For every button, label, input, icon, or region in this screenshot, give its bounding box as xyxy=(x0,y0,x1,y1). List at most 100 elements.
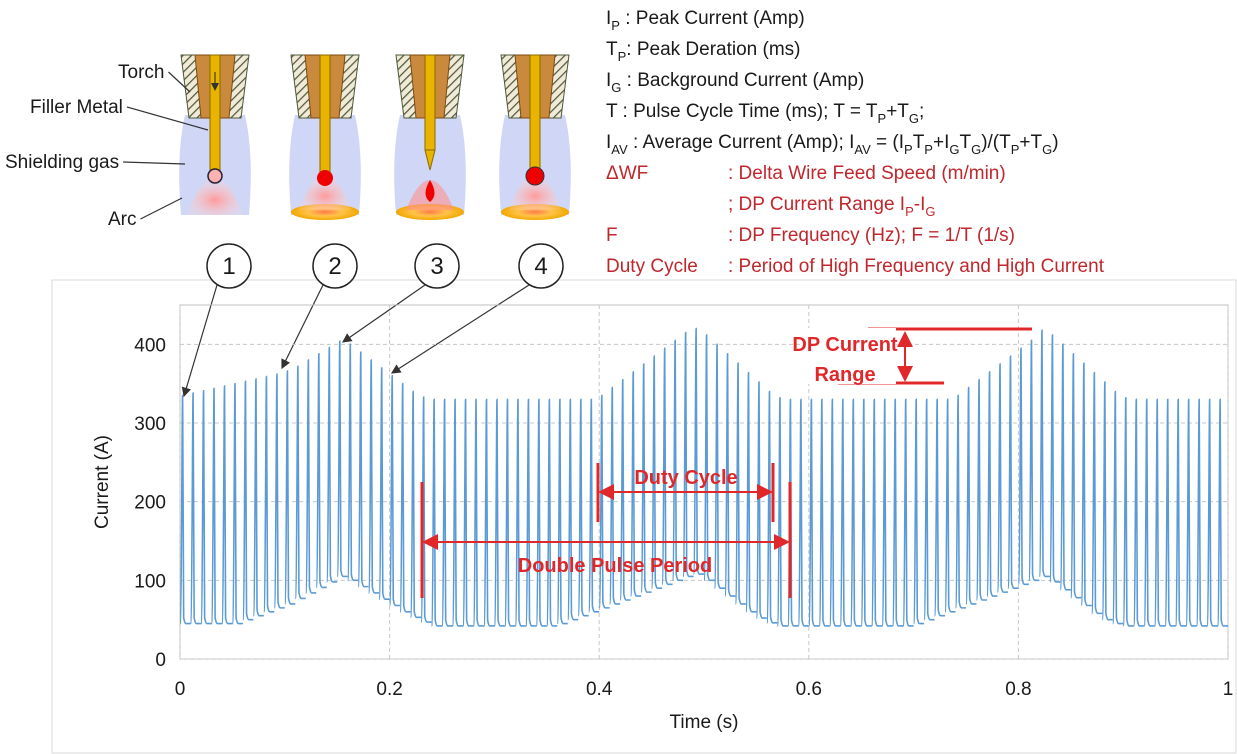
pulse xyxy=(327,347,337,581)
x-axis-title: Time (s) xyxy=(670,712,739,733)
step-number: 2 xyxy=(328,253,341,280)
pulse xyxy=(243,381,253,619)
definition-text: T xyxy=(913,132,925,153)
torch-diagrams xyxy=(179,55,571,220)
definition-subscript: G xyxy=(971,142,981,157)
definition-text: Duty Cycle xyxy=(606,256,703,277)
step-number: 3 xyxy=(430,253,443,280)
definition-line: IP : Peak Current (Amp) xyxy=(606,8,805,33)
pulse xyxy=(568,399,578,619)
pulse xyxy=(1197,399,1207,626)
definition-subscript: P xyxy=(618,49,627,64)
annotation-text: Double Pulse Period xyxy=(518,555,712,577)
pulse xyxy=(1218,399,1228,626)
pulse xyxy=(232,384,242,624)
definition-subscript: P xyxy=(1011,142,1020,157)
definition-text: = (I xyxy=(871,132,904,153)
pulse xyxy=(452,399,462,626)
annotation-text: DP Current xyxy=(792,334,898,356)
definition-line: ΔWF: Delta Wire Feed Speed (m/min) xyxy=(606,163,1006,184)
pulse xyxy=(285,371,295,604)
droplet xyxy=(317,170,333,186)
pulse xyxy=(683,333,693,577)
definition-subscript: G xyxy=(949,142,959,157)
definition-subscript: P xyxy=(878,111,887,126)
pulse xyxy=(777,398,787,626)
definition-subscript: G xyxy=(925,204,935,219)
pulse xyxy=(798,399,808,626)
x-tick-label: 0.2 xyxy=(376,679,402,700)
pulse xyxy=(1165,399,1175,626)
diagram-label: Shielding gas xyxy=(5,152,119,173)
pulse xyxy=(966,388,976,604)
definition-line: Duty Cycle : Period of High Frequency an… xyxy=(606,256,1105,277)
definition-subscript: G xyxy=(909,111,919,126)
diagram-label: Arc xyxy=(108,209,137,230)
definition-subscript: P xyxy=(905,204,914,219)
definition-text: : Peak Deration (ms) xyxy=(626,39,800,60)
pulse xyxy=(526,399,536,626)
y-tick-label: 200 xyxy=(134,493,166,514)
pulse xyxy=(704,335,714,580)
step-arrow xyxy=(343,285,425,342)
pulse xyxy=(1050,335,1060,582)
definition-text: )/(T xyxy=(981,132,1011,153)
pulse xyxy=(316,354,326,588)
step-arrow xyxy=(282,285,323,368)
pulse xyxy=(1060,344,1070,589)
definition-line: ; DP Current Range IP-IG xyxy=(728,194,935,219)
pulse xyxy=(1102,382,1112,620)
pulse xyxy=(987,372,997,596)
pulse xyxy=(379,368,389,599)
definition-text: F xyxy=(606,225,618,246)
definition-text: : Delta Wire Feed Speed (m/min) xyxy=(728,163,1006,184)
pulse xyxy=(1039,330,1049,576)
pulse xyxy=(924,399,934,619)
x-tick-label: 0.8 xyxy=(1005,679,1031,700)
step-number: 4 xyxy=(534,253,547,280)
pulse xyxy=(369,360,379,593)
figure: Current (A) Time (s) TorchFiller MetalSh… xyxy=(0,0,1237,754)
pulse xyxy=(1176,399,1186,626)
pulse xyxy=(578,399,588,615)
pulse xyxy=(190,393,200,623)
x-tick-label: 0 xyxy=(175,679,186,700)
x-tick-label: 0.6 xyxy=(796,679,822,700)
definition-subscript: AV xyxy=(611,142,628,157)
definition-text: ; xyxy=(919,101,924,122)
pulse xyxy=(1207,399,1217,626)
definition-subscript: G xyxy=(1042,142,1052,157)
definition-text: +I xyxy=(933,132,949,153)
pulse xyxy=(903,399,913,626)
pulse xyxy=(274,374,284,608)
definition-subscript: P xyxy=(904,142,913,157)
pulse xyxy=(473,399,483,626)
x-tick-label: 0.4 xyxy=(586,679,613,700)
y-tick-label: 100 xyxy=(134,571,166,592)
pulse xyxy=(505,399,515,626)
definition-subscript: P xyxy=(924,142,933,157)
step-arrow xyxy=(392,285,529,373)
droplet xyxy=(208,169,222,183)
pulse xyxy=(1029,340,1039,580)
pulse xyxy=(872,399,882,626)
pulse xyxy=(840,399,850,626)
pulse xyxy=(515,399,525,626)
pulse xyxy=(819,399,829,626)
pulse xyxy=(861,399,871,626)
pulse xyxy=(1144,399,1154,626)
definition-text: : Background Current (Amp) xyxy=(621,70,864,91)
pulse xyxy=(851,399,861,626)
label-arrow xyxy=(141,198,183,219)
definition-text: T xyxy=(606,39,618,60)
pulse xyxy=(484,399,494,626)
definition-text: +T xyxy=(886,101,909,122)
pulse xyxy=(180,395,190,623)
definition-line: IAV : Average Current (Amp); IAV = (IPTP… xyxy=(606,132,1059,157)
y-tick-label: 300 xyxy=(134,414,166,435)
pulse xyxy=(557,399,567,623)
x-tick-label: 1 xyxy=(1223,679,1234,700)
definition-text: -I xyxy=(914,194,926,215)
definition-text: : Period of High Frequency and High Curr… xyxy=(728,256,1105,277)
pulse xyxy=(1155,399,1165,626)
